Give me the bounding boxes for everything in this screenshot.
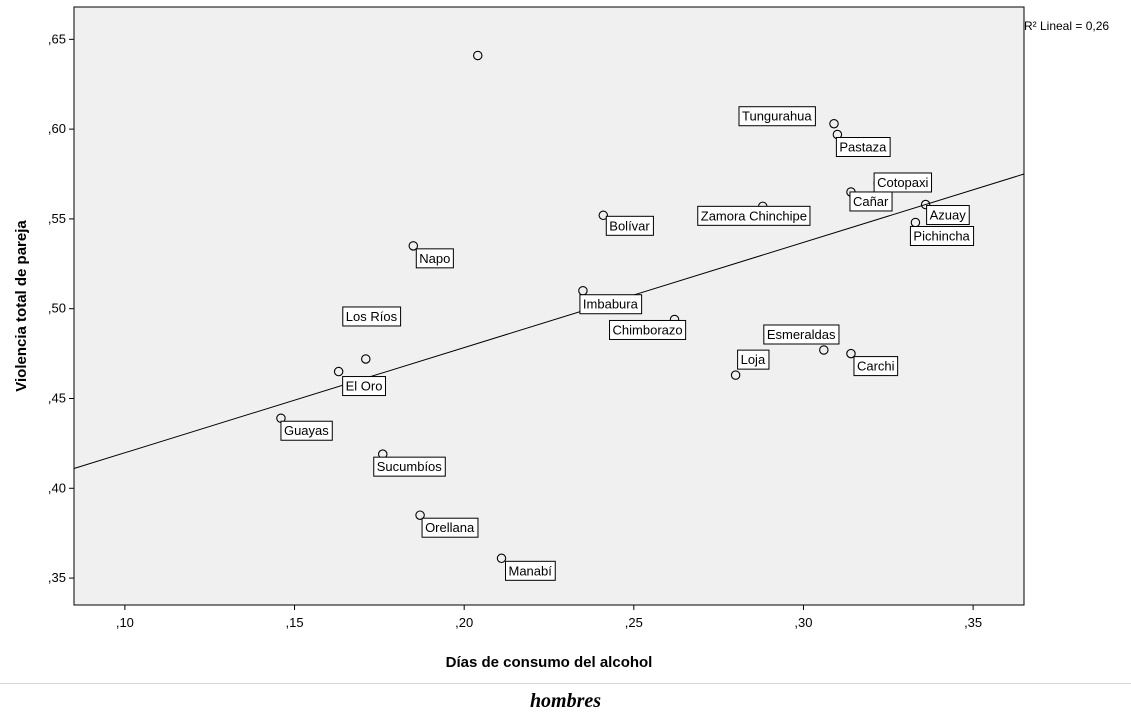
point-label-text: Loja [741,352,766,367]
y-tick-label: ,50 [48,301,66,316]
data-point [920,199,931,210]
point-label: Tungurahua [738,106,816,127]
point-label: Guayas [280,420,333,441]
data-point [415,510,425,520]
y-tick-label: ,40 [48,480,66,495]
point-label: Napo [415,248,454,269]
data-point [846,348,856,359]
point-label-text: Carchi [857,359,895,374]
x-axis-title: Días de consumo del alcohol [446,654,653,671]
x-tick-label: ,15 [285,615,303,630]
point-label: Esmeraldas [763,324,840,345]
point-label-text: Tungurahua [742,109,812,124]
x-tick-label: ,25 [625,615,643,630]
point-label: Sucumbíos [373,456,446,477]
data-point [408,241,419,251]
data-point [361,354,371,364]
x-tick-label: ,35 [964,615,982,630]
y-tick-label: ,65 [48,31,66,46]
fit-line [73,173,1025,469]
y-tick-label: ,55 [48,211,66,226]
point-label: El Oro [342,376,386,397]
scatter-chart: Tungurahua Pastaza Cotopaxi Cañar Azuay Zamor… [13,6,1109,671]
y-axis-title: Violencia total de pareja [13,220,30,392]
data-point [496,553,507,564]
data-point [829,118,839,129]
data-point [472,50,483,61]
x-tick-label: ,10 [116,615,134,630]
point-label-text: Guayas [284,423,329,438]
point-label: Pichincha [909,225,975,246]
point-label-text: Sucumbíos [377,459,443,474]
point-label-text: Los Ríos [346,309,398,324]
point-label: Los Ríos [342,306,402,327]
point-label-text: Pichincha [913,228,970,243]
y-tick-label: ,45 [48,390,66,405]
point-label-text: Napo [419,251,450,266]
point-label: Manabí [505,560,556,581]
point-label: Orellana [421,517,479,538]
point-label: Bolívar [605,215,654,236]
point-label: Azuay [926,205,970,226]
point-label: Zamora Chinchipe [697,205,811,226]
point-label: Cañar [849,191,893,212]
point-label-text: El Oro [346,379,383,394]
y-tick-label: ,60 [48,121,66,136]
r2-annotation: R² Lineal = 0,26 [1024,19,1109,33]
point-label-text: Imbabura [583,297,639,312]
point-label: Imbabura [579,294,643,315]
figure-caption: hombres [529,690,602,712]
y-tick-label: ,35 [48,570,66,585]
point-label: Pastaza [835,137,891,158]
point-label-text: Pastaza [839,140,887,155]
point-label-text: Cañar [853,194,889,209]
point-label-text: Chimborazo [613,322,683,337]
separator-line [0,683,1131,684]
point-label-text: Zamora Chinchipe [701,208,807,223]
point-label-text: Manabí [509,563,553,578]
point-label: Loja [737,349,770,370]
point-label-text: Bolívar [609,218,650,233]
data-point [730,370,741,380]
point-label-text: Azuay [930,208,967,223]
point-label: Cotopaxi [873,172,933,193]
point-label: Carchi [853,356,899,377]
point-label-text: Cotopaxi [877,175,928,190]
point-label-text: Esmeraldas [767,327,836,342]
data-point [598,210,609,221]
data-point [333,366,344,377]
data-point [819,345,829,355]
plot-area [73,6,1025,606]
x-tick-label: ,30 [794,615,812,630]
x-tick-label: ,20 [455,615,473,630]
point-label-text: Orellana [425,520,475,535]
point-label: Chimborazo [609,319,687,340]
